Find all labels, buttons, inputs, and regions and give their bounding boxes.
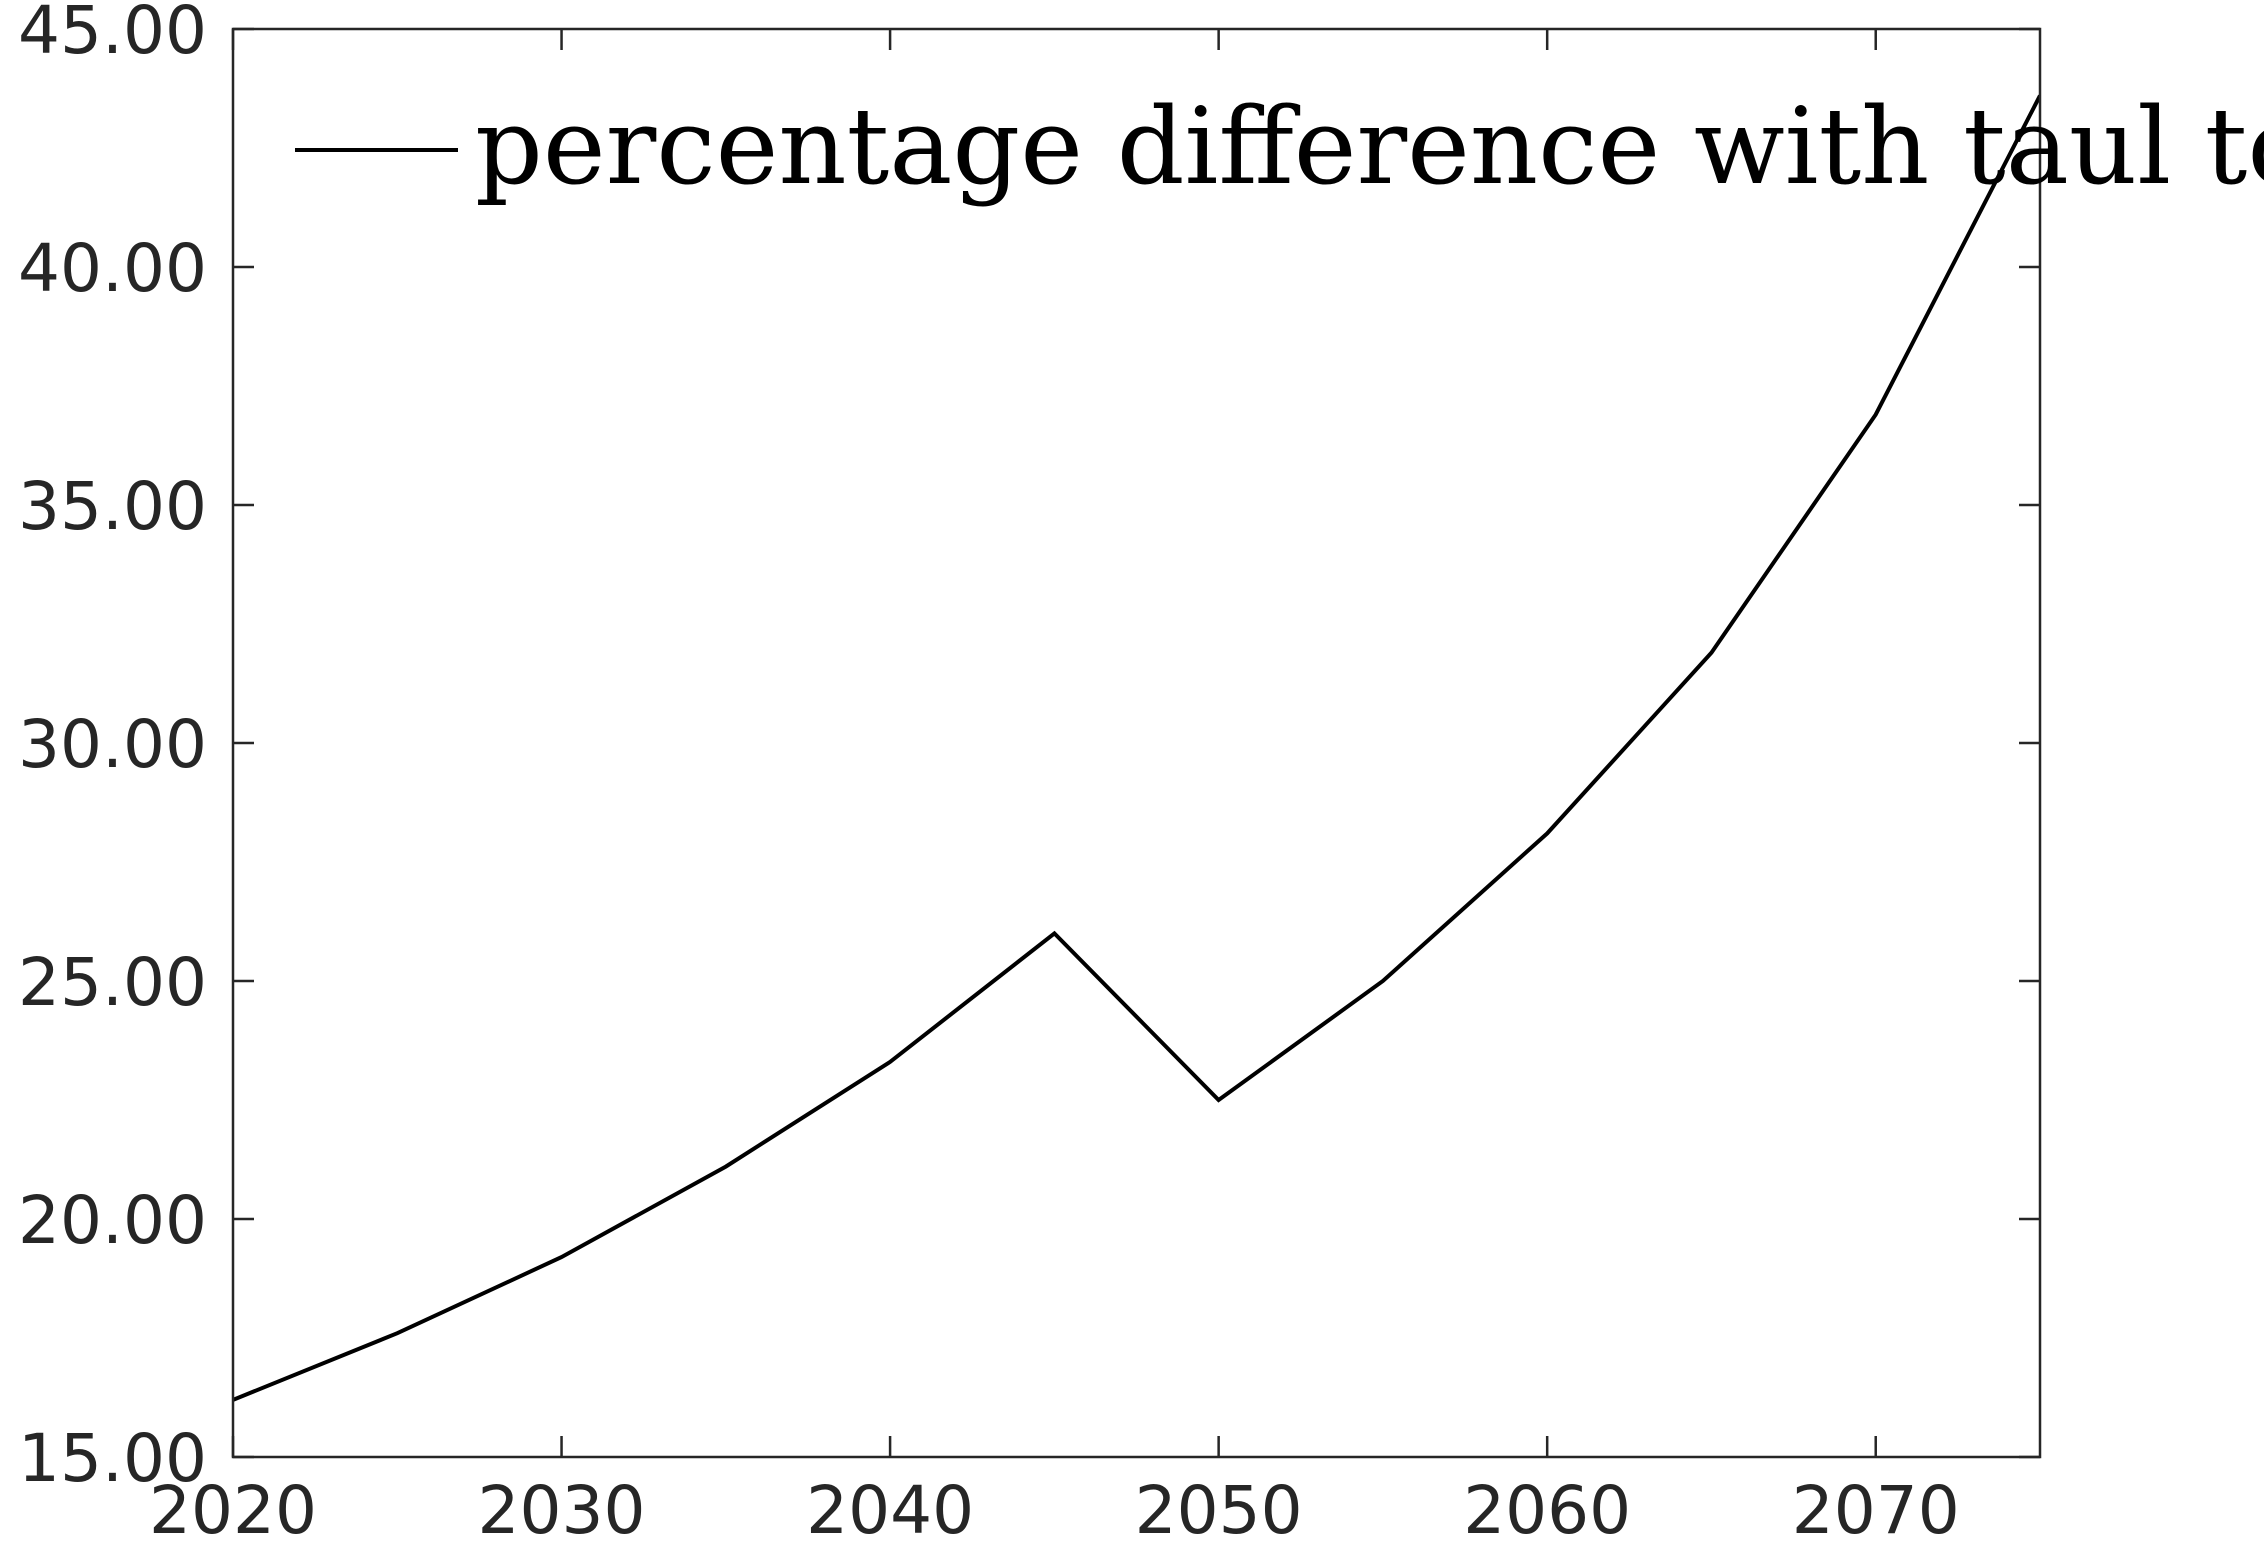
y-tick-label: 15.00 [18, 1420, 207, 1497]
y-tick-label: 25.00 [18, 944, 207, 1021]
legend: percentage difference with taul to r [295, 85, 2264, 208]
y-tick-label: 40.00 [18, 230, 207, 307]
y-tick-label: 20.00 [18, 1182, 207, 1259]
x-tick-label: 2070 [1792, 1472, 1960, 1549]
x-tick-label: 2020 [149, 1472, 317, 1549]
y-tick-label: 30.00 [18, 706, 207, 783]
series-line [233, 94, 2040, 1402]
x-tick-label: 2040 [806, 1472, 974, 1549]
x-tick-label: 2060 [1463, 1472, 1631, 1549]
y-tick-label: 45.00 [18, 0, 207, 69]
ticks-layer: 2020 2030 2040 2050 2060 2070 15.00 20.00 25.00 3… [18, 0, 2040, 1549]
legend-label: percentage difference with taul to r [475, 85, 2264, 208]
x-tick-label: 2030 [478, 1472, 646, 1549]
plot-frame [231, 27, 2042, 1459]
series-layer [233, 94, 2040, 1402]
x-tick-label: 2050 [1135, 1472, 1303, 1549]
y-tick-label: 35.00 [18, 468, 207, 545]
